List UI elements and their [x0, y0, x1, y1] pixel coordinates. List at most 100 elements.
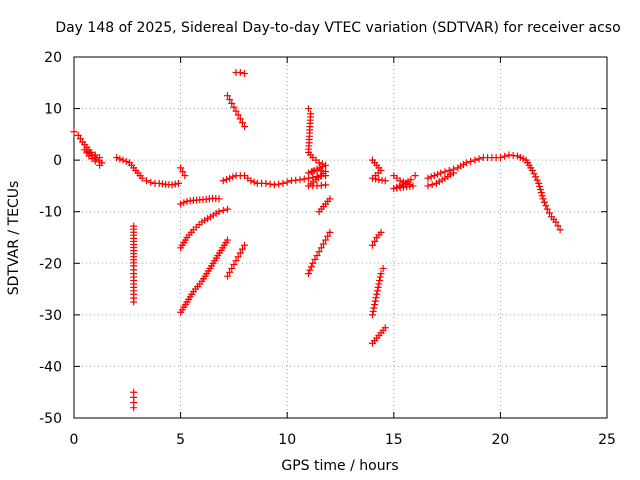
- data-point: [177, 200, 185, 208]
- series-arc-rise-1: [177, 205, 232, 252]
- series-arc-14: [368, 156, 389, 347]
- data-point: [538, 192, 546, 200]
- data-point: [530, 170, 538, 178]
- data-point: [475, 155, 483, 163]
- data-point: [379, 264, 387, 272]
- series-arc-mid-low: [177, 164, 223, 208]
- axis-ticks: [73, 56, 608, 419]
- data-point: [449, 169, 457, 177]
- y-tick-label: 10: [44, 102, 62, 118]
- data-point: [232, 107, 240, 115]
- data-point: [368, 174, 376, 182]
- grid: [74, 57, 607, 418]
- data-point: [537, 189, 545, 197]
- data-point: [543, 205, 551, 213]
- data-point: [407, 176, 415, 184]
- data-point: [226, 174, 234, 182]
- data-point: [309, 168, 317, 176]
- data-point: [371, 301, 379, 309]
- data-point: [266, 180, 274, 188]
- series-arc-early-2: [113, 154, 182, 189]
- data-point: [305, 169, 313, 177]
- data-point: [119, 156, 127, 164]
- data-point: [556, 226, 564, 234]
- data-point: [411, 172, 419, 180]
- data-point: [142, 177, 150, 185]
- data-point: [315, 159, 323, 167]
- data-point: [467, 157, 475, 165]
- data-point: [262, 179, 270, 187]
- data-point: [181, 172, 189, 180]
- data-point: [539, 195, 547, 203]
- series-arc-drop: [130, 222, 138, 412]
- data-point: [368, 241, 376, 249]
- x-axis-label: GPS time / hours: [281, 458, 398, 474]
- x-tick-labels: 0 5 10 15 20 25: [70, 432, 616, 448]
- data-point: [300, 175, 308, 183]
- data-point: [424, 174, 432, 182]
- series-arc-15: [390, 172, 419, 193]
- data-point: [275, 180, 283, 188]
- data-point: [138, 174, 146, 182]
- data-point: [428, 181, 436, 189]
- data-point: [370, 304, 378, 312]
- data-point: [542, 202, 550, 210]
- y-tick-label: -40: [39, 359, 62, 375]
- data-point: [317, 244, 325, 252]
- data-point: [122, 157, 130, 165]
- series-arc-high: [224, 68, 249, 131]
- data-point: [168, 181, 176, 189]
- data-point: [313, 252, 321, 260]
- data-point: [215, 208, 223, 216]
- data-point: [174, 179, 182, 187]
- data-point: [234, 253, 242, 261]
- data-point: [179, 168, 187, 176]
- data-point: [309, 259, 317, 267]
- data-point: [319, 240, 327, 248]
- y-tick-label: -10: [39, 205, 62, 221]
- series-arc-rise-3: [224, 241, 249, 280]
- data-point: [424, 182, 432, 190]
- data-point: [215, 195, 223, 203]
- data-point: [236, 249, 244, 257]
- y-tick-label: -20: [39, 256, 62, 272]
- data-point: [471, 156, 479, 164]
- data-point: [270, 181, 278, 189]
- data-point: [376, 276, 384, 284]
- series-arc-11-down: [305, 195, 334, 278]
- x-tick-label: 20: [491, 432, 509, 448]
- data-point: [222, 175, 230, 183]
- data-point: [441, 168, 449, 176]
- data-point: [238, 245, 246, 253]
- data-point: [554, 222, 562, 230]
- data-point: [230, 103, 238, 111]
- data-point: [371, 237, 379, 245]
- data-point: [396, 177, 404, 185]
- data-point: [322, 181, 330, 189]
- data-point: [445, 166, 453, 174]
- data-point: [311, 255, 319, 263]
- data-point: [533, 176, 541, 184]
- data-point: [91, 157, 99, 165]
- data-point: [322, 236, 330, 244]
- data-point: [232, 257, 240, 265]
- y-tick-label: -30: [39, 308, 62, 324]
- data-point: [307, 263, 315, 271]
- data-point: [430, 172, 438, 180]
- data-point: [381, 177, 389, 185]
- data-point: [130, 298, 138, 306]
- data-point: [130, 404, 138, 412]
- data-point: [326, 228, 334, 236]
- data-point: [501, 152, 509, 160]
- data-point: [376, 273, 384, 281]
- data-point: [372, 294, 380, 302]
- data-point: [241, 70, 249, 78]
- data-points: [70, 68, 564, 412]
- data-point: [247, 177, 255, 185]
- data-point: [241, 241, 249, 249]
- data-point: [113, 154, 121, 162]
- data-point: [296, 176, 304, 184]
- data-point: [70, 128, 78, 136]
- data-point: [224, 236, 232, 244]
